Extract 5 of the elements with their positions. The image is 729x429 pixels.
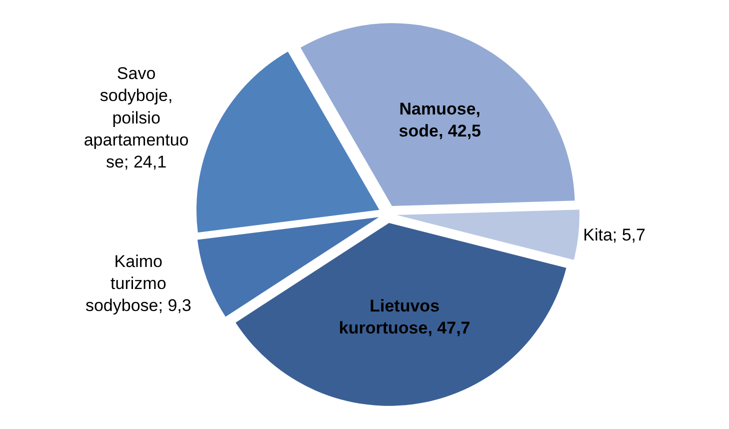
slice-label: Namuose, sode, 42,5: [398, 100, 482, 141]
slice-label: Savo sodyboje, poilsio apartamentuo se; 24,1: [84, 64, 189, 172]
slice-label: Lietuvos kurortuose, 47,7: [338, 296, 470, 338]
slice-label: Kita; 5,7: [583, 226, 646, 245]
slice-label: Kaimo turizmo sodybose; 9,3: [85, 252, 192, 316]
